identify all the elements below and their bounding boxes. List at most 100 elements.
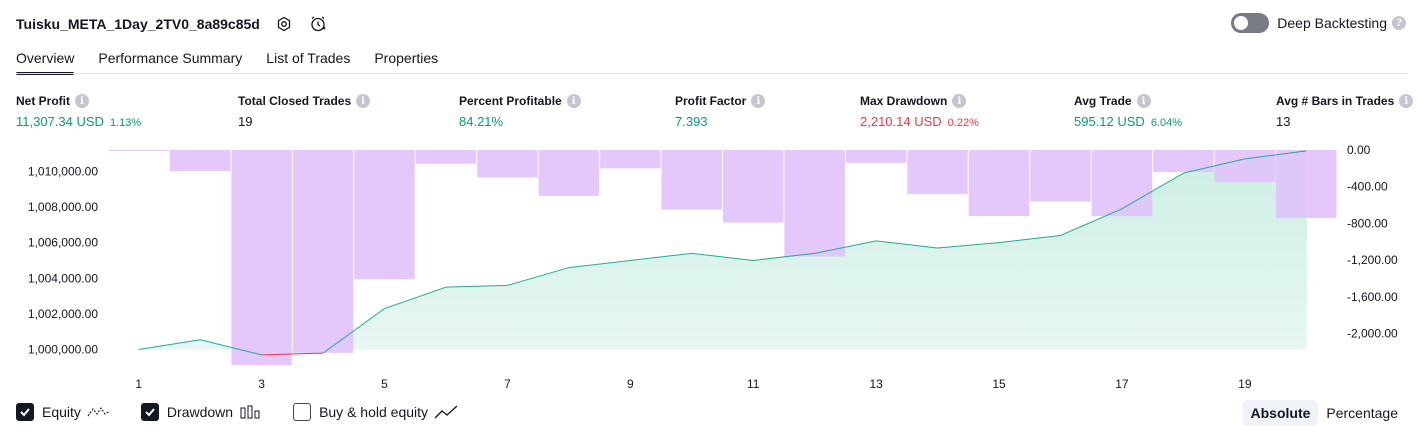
settings-icon[interactable]	[274, 14, 294, 34]
info-icon[interactable]: ?	[1392, 16, 1406, 30]
left-axis-tick-label: 1,004,000.00	[28, 271, 98, 285]
equity-line-segment	[998, 235, 1061, 244]
drawdown-checkbox[interactable]	[140, 403, 159, 421]
x-axis-tick-label: 7	[504, 377, 511, 391]
drawdown-bar	[968, 150, 1030, 217]
tab-performance-summary[interactable]: Performance Summary	[98, 50, 243, 66]
strategy-title: Tuisku_META_1Day_2TV0_8a89c85d	[16, 16, 260, 32]
metric-label: Profit Factor	[675, 94, 747, 108]
trend-line-icon	[434, 405, 458, 419]
equity-line-segment	[814, 240, 877, 254]
equity-line-segment	[1183, 158, 1245, 174]
tab-properties[interactable]: Properties	[374, 50, 439, 66]
metric-avg-trade: Avg Trade i 595.12 USD 6.04%	[1074, 94, 1182, 129]
equity-line-segment	[1060, 208, 1123, 236]
metric-value: 11,307.34 USD	[16, 114, 104, 129]
drawdown-bar	[907, 150, 968, 195]
percentage-button[interactable]: Percentage	[1326, 405, 1398, 421]
equity-line-segment	[138, 339, 201, 351]
equity-drawdown-chart[interactable]: 1,010,000.00 1,008,000.00 1,006,000.00 1,00…	[0, 140, 1424, 395]
metric-label: Max Drawdown	[860, 94, 948, 108]
equity-line-segment	[937, 242, 1000, 249]
metric-value: 2,210.14 USD	[860, 114, 942, 129]
drawdown-bar	[231, 150, 292, 366]
drawdown-bar	[723, 150, 784, 223]
x-axis-tick-label: 19	[1238, 377, 1252, 391]
legend-buy-hold[interactable]: Buy & hold equity	[293, 403, 458, 421]
buy-hold-label: Buy & hold equity	[319, 404, 429, 420]
metric-percent-profitable: Percent Profitable i 84.21%	[459, 94, 581, 129]
x-axis-tick-label: 15	[992, 377, 1006, 391]
equity-line-segment	[261, 352, 324, 356]
metric-percent: 0.22%	[947, 117, 979, 129]
drawdown-bar	[1276, 150, 1337, 218]
drawdown-bar	[1091, 150, 1153, 217]
legend-drawdown[interactable]: Drawdown	[140, 403, 263, 421]
equity-line-segment	[568, 259, 631, 269]
metric-value: 84.21%	[459, 114, 504, 129]
info-icon[interactable]: i	[751, 94, 766, 108]
deep-backtesting: Deep Backtesting ?	[1231, 13, 1406, 33]
drawdown-bar	[1030, 150, 1091, 202]
deep-backtesting-toggle[interactable]	[1231, 13, 1270, 33]
drawdown-bar	[415, 150, 477, 164]
drawdown-bar	[784, 150, 845, 257]
metric-value: 595.12 USD	[1074, 114, 1145, 129]
equity-line-segment	[445, 284, 508, 288]
equity-line-icon	[87, 407, 111, 417]
info-icon[interactable]: i	[356, 94, 371, 108]
equity-line-segment	[1244, 150, 1307, 160]
right-axis-tick-label: -800.00	[1347, 216, 1388, 230]
alert-clock-icon[interactable]	[308, 14, 328, 34]
right-axis-tick-label: -1,600.00	[1347, 290, 1398, 304]
right-axis-tick-label: -2,000.00	[1347, 327, 1398, 341]
left-axis-tick-label: 1,010,000.00	[28, 164, 98, 178]
drawdown-bar	[600, 150, 661, 169]
equity-line-segment	[384, 286, 447, 310]
equity-line-segment	[200, 339, 262, 356]
drawdown-label: Drawdown	[166, 404, 234, 420]
info-icon[interactable]: i	[1399, 94, 1414, 108]
buy-hold-checkbox[interactable]	[293, 403, 312, 421]
equity-line-segment	[322, 308, 385, 354]
deep-backtesting-label: Deep Backtesting	[1277, 15, 1387, 31]
x-axis-tick-label: 11	[747, 377, 760, 391]
strategy-header: Tuisku_META_1Day_2TV0_8a89c85d	[16, 12, 328, 36]
info-icon[interactable]: i	[952, 94, 967, 108]
scale-mode-switch: Absolute Percentage	[1242, 400, 1407, 426]
drawdown-bar	[845, 150, 907, 163]
metric-max-drawdown: Max Drawdown i 2,210.14 USD 0.22%	[860, 94, 979, 129]
drawdown-bar	[661, 150, 722, 210]
tabs-divider	[16, 73, 1408, 74]
tab-list-of-trades[interactable]: List of Trades	[266, 50, 351, 66]
metric-value: 19	[238, 114, 253, 129]
metric-value: 7.393	[675, 114, 708, 129]
metric-percent: 6.04%	[1150, 117, 1183, 129]
metric-label: Total Closed Trades	[238, 94, 352, 108]
left-axis-tick-label: 1,000,000.00	[28, 343, 98, 357]
metric-label: Avg # Bars in Trades	[1276, 94, 1395, 108]
metric-label: Percent Profitable	[459, 94, 562, 108]
right-axis-tick-label: 0.00	[1347, 143, 1371, 157]
info-icon[interactable]: i	[1136, 94, 1151, 108]
equity-area	[138, 150, 1308, 355]
metric-label: Net Profit	[16, 94, 70, 108]
legend-equity[interactable]: Equity	[16, 403, 111, 421]
drawdown-bar	[477, 150, 538, 178]
tab-overview[interactable]: Overview	[16, 48, 75, 76]
x-axis-tick-label: 1	[135, 377, 142, 391]
x-axis-tick-label: 9	[627, 377, 634, 391]
info-icon[interactable]: i	[566, 94, 581, 108]
metric-value: 13	[1276, 114, 1291, 129]
absolute-button[interactable]: Absolute	[1242, 400, 1319, 426]
drawdown-bar	[1214, 150, 1276, 183]
metric-profit-factor: Profit Factor i 7.393	[675, 94, 766, 129]
tab-bar: Overview Performance Summary List of Tra…	[16, 48, 462, 76]
x-axis-tick-label: 5	[381, 377, 388, 391]
info-icon[interactable]: i	[75, 94, 89, 108]
drawdown-bar	[538, 150, 600, 196]
equity-checkbox[interactable]	[16, 403, 34, 421]
drawdown-bar	[1153, 150, 1214, 173]
chart-legend: Equity Drawdown Buy & hold equity	[16, 403, 488, 421]
drawdown-bar	[169, 150, 231, 172]
